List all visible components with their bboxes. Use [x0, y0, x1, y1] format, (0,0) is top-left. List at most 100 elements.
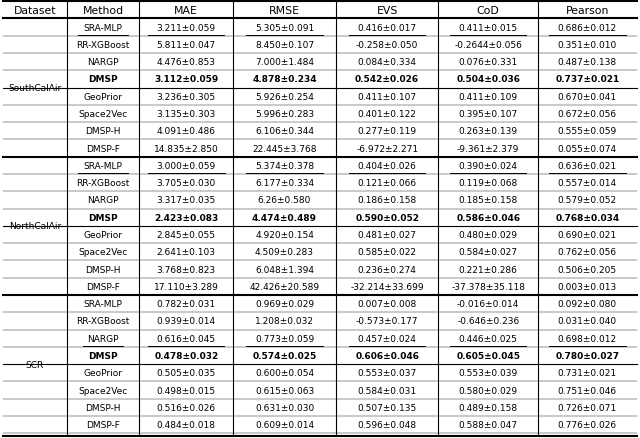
- Text: 4.878±0.234: 4.878±0.234: [252, 75, 317, 84]
- Text: 0.579±0.052: 0.579±0.052: [558, 196, 617, 205]
- Text: 0.969±0.029: 0.969±0.029: [255, 300, 314, 308]
- Text: GeoPrior: GeoPrior: [83, 230, 122, 240]
- Text: 0.585±0.022: 0.585±0.022: [358, 248, 417, 257]
- Text: 3.705±0.030: 3.705±0.030: [157, 179, 216, 188]
- Text: -32.214±33.699: -32.214±33.699: [350, 282, 424, 291]
- Text: 0.768±0.034: 0.768±0.034: [556, 213, 620, 222]
- Text: 0.404±0.026: 0.404±0.026: [358, 162, 417, 170]
- Text: 5.996±0.283: 5.996±0.283: [255, 110, 314, 119]
- Text: NARGP: NARGP: [87, 334, 119, 343]
- Text: 0.084±0.334: 0.084±0.334: [358, 58, 417, 67]
- Text: 0.221±0.286: 0.221±0.286: [459, 265, 518, 274]
- Text: -6.972±2.271: -6.972±2.271: [356, 144, 418, 153]
- Text: 3.112±0.059: 3.112±0.059: [154, 75, 218, 84]
- Text: 2.845±0.055: 2.845±0.055: [157, 230, 216, 240]
- Text: 6.26±0.580: 6.26±0.580: [258, 196, 311, 205]
- Text: 0.939±0.014: 0.939±0.014: [157, 317, 216, 325]
- Text: Dataset: Dataset: [13, 6, 56, 16]
- Text: DMSP-F: DMSP-F: [86, 144, 120, 153]
- Text: 6.106±0.344: 6.106±0.344: [255, 127, 314, 136]
- Text: DMSP: DMSP: [88, 351, 118, 360]
- Text: 0.555±0.059: 0.555±0.059: [557, 127, 617, 136]
- Text: 0.609±0.014: 0.609±0.014: [255, 420, 314, 429]
- Text: DMSP-H: DMSP-H: [85, 127, 121, 136]
- Text: 5.926±0.254: 5.926±0.254: [255, 92, 314, 102]
- Text: 22.445±3.768: 22.445±3.768: [252, 144, 317, 153]
- Text: 0.395±0.107: 0.395±0.107: [459, 110, 518, 119]
- Text: Pearson: Pearson: [566, 6, 609, 16]
- Text: 0.782±0.031: 0.782±0.031: [157, 300, 216, 308]
- Text: 0.007±0.008: 0.007±0.008: [358, 300, 417, 308]
- Text: 0.003±0.013: 0.003±0.013: [557, 282, 617, 291]
- Text: 0.507±0.135: 0.507±0.135: [358, 403, 417, 412]
- Text: RR-XGBoost: RR-XGBoost: [76, 41, 130, 50]
- Text: 7.000±1.484: 7.000±1.484: [255, 58, 314, 67]
- Text: 4.476±0.853: 4.476±0.853: [157, 58, 216, 67]
- Text: DMSP: DMSP: [88, 213, 118, 222]
- Text: Space2Vec: Space2Vec: [78, 110, 127, 119]
- Text: 3.768±0.823: 3.768±0.823: [157, 265, 216, 274]
- Text: 3.000±0.059: 3.000±0.059: [157, 162, 216, 170]
- Text: 0.762±0.056: 0.762±0.056: [558, 248, 617, 257]
- Text: DMSP: DMSP: [88, 75, 118, 84]
- Text: RMSE: RMSE: [269, 6, 300, 16]
- Text: 2.423±0.083: 2.423±0.083: [154, 213, 218, 222]
- Text: 0.616±0.045: 0.616±0.045: [157, 334, 216, 343]
- Text: 0.277±0.119: 0.277±0.119: [358, 127, 417, 136]
- Text: 0.481±0.027: 0.481±0.027: [358, 230, 417, 240]
- Text: 1.208±0.032: 1.208±0.032: [255, 317, 314, 325]
- Text: 0.480±0.029: 0.480±0.029: [459, 230, 518, 240]
- Text: 0.506±0.205: 0.506±0.205: [558, 265, 617, 274]
- Text: NorthCalAir: NorthCalAir: [9, 222, 61, 231]
- Text: Space2Vec: Space2Vec: [78, 385, 127, 395]
- Text: 0.615±0.063: 0.615±0.063: [255, 385, 314, 395]
- Text: 0.600±0.054: 0.600±0.054: [255, 368, 314, 378]
- Text: 0.478±0.032: 0.478±0.032: [154, 351, 218, 360]
- Text: 0.263±0.139: 0.263±0.139: [459, 127, 518, 136]
- Text: CoD: CoD: [477, 6, 500, 16]
- Text: 0.446±0.025: 0.446±0.025: [459, 334, 518, 343]
- Text: 0.580±0.029: 0.580±0.029: [459, 385, 518, 395]
- Text: 0.401±0.122: 0.401±0.122: [358, 110, 417, 119]
- Text: GeoPrior: GeoPrior: [83, 92, 122, 102]
- Text: 0.672±0.056: 0.672±0.056: [558, 110, 617, 119]
- Text: -0.258±0.050: -0.258±0.050: [356, 41, 419, 50]
- Text: 0.586±0.046: 0.586±0.046: [456, 213, 520, 222]
- Text: 0.773±0.059: 0.773±0.059: [255, 334, 314, 343]
- Text: 0.780±0.027: 0.780±0.027: [556, 351, 620, 360]
- Text: 0.186±0.158: 0.186±0.158: [358, 196, 417, 205]
- Text: SRA-MLP: SRA-MLP: [84, 162, 122, 170]
- Text: -0.2644±0.056: -0.2644±0.056: [454, 41, 522, 50]
- Text: 6.177±0.334: 6.177±0.334: [255, 179, 314, 188]
- Text: 0.489±0.158: 0.489±0.158: [459, 403, 518, 412]
- Text: 5.811±0.047: 5.811±0.047: [157, 41, 216, 50]
- Text: 14.835±2.850: 14.835±2.850: [154, 144, 219, 153]
- Text: SCR: SCR: [26, 360, 44, 369]
- Text: 17.110±3.289: 17.110±3.289: [154, 282, 219, 291]
- Text: 4.091±0.486: 4.091±0.486: [157, 127, 216, 136]
- Text: Space2Vec: Space2Vec: [78, 248, 127, 257]
- Text: 0.584±0.031: 0.584±0.031: [358, 385, 417, 395]
- Text: 0.731±0.021: 0.731±0.021: [558, 368, 617, 378]
- Text: 0.076±0.331: 0.076±0.331: [459, 58, 518, 67]
- Text: GeoPrior: GeoPrior: [83, 368, 122, 378]
- Text: 0.498±0.015: 0.498±0.015: [157, 385, 216, 395]
- Text: SRA-MLP: SRA-MLP: [84, 300, 122, 308]
- Text: 0.092±0.080: 0.092±0.080: [558, 300, 617, 308]
- Text: 0.351±0.010: 0.351±0.010: [557, 41, 617, 50]
- Text: 0.605±0.045: 0.605±0.045: [456, 351, 520, 360]
- Text: Method: Method: [83, 6, 124, 16]
- Text: 0.505±0.035: 0.505±0.035: [157, 368, 216, 378]
- Text: EVS: EVS: [376, 6, 398, 16]
- Text: 0.636±0.021: 0.636±0.021: [558, 162, 617, 170]
- Text: 0.606±0.046: 0.606±0.046: [355, 351, 419, 360]
- Text: 4.920±0.154: 4.920±0.154: [255, 230, 314, 240]
- Text: 0.390±0.024: 0.390±0.024: [459, 162, 518, 170]
- Text: 0.411±0.015: 0.411±0.015: [459, 24, 518, 32]
- Text: DMSP-F: DMSP-F: [86, 282, 120, 291]
- Text: 0.726±0.071: 0.726±0.071: [558, 403, 617, 412]
- Text: 0.553±0.037: 0.553±0.037: [358, 368, 417, 378]
- Text: 0.670±0.041: 0.670±0.041: [558, 92, 617, 102]
- Text: 0.631±0.030: 0.631±0.030: [255, 403, 314, 412]
- Text: 2.641±0.103: 2.641±0.103: [157, 248, 216, 257]
